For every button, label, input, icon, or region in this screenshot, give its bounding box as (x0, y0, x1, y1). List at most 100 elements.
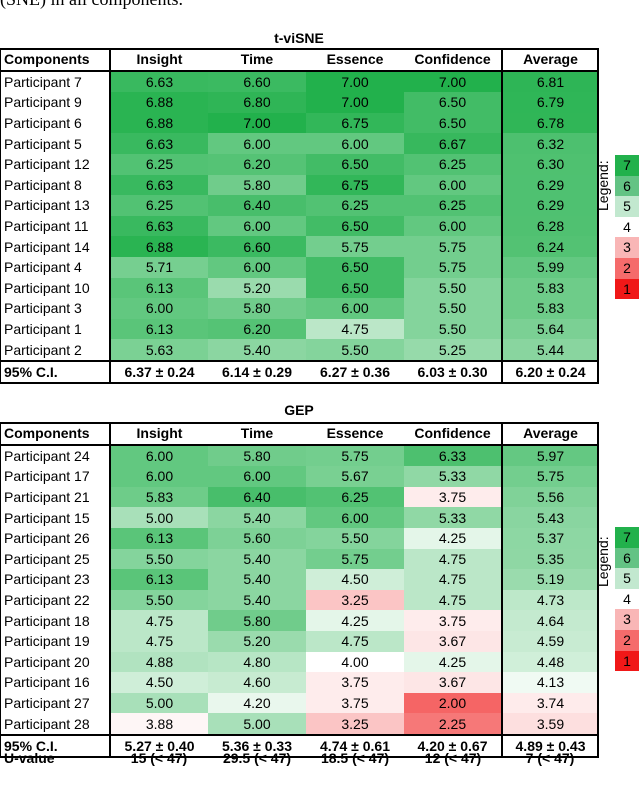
legend-swatch-3: 3 (615, 609, 639, 630)
header-row: Components Insight Time Essence Confidence Av… (0, 423, 598, 446)
score-cell: 6.13 (110, 569, 208, 590)
score-cell: 6.32 (501, 133, 598, 154)
column-header-time: Time (208, 423, 306, 446)
score-cell: 6.50 (306, 277, 404, 299)
score-cell: 4.80 (208, 651, 306, 673)
score-cell: 6.88 (110, 236, 208, 257)
score-cell: 5.44 (501, 339, 598, 361)
score-cell: 5.75 (404, 256, 502, 278)
participant-name: Participant 18 (0, 610, 111, 631)
participant-name: Participant 6 (0, 112, 111, 134)
ci-value: 6.20 ± 0.24 (501, 359, 598, 383)
score-cell: 5.33 (404, 466, 502, 487)
score-cell: 6.00 (404, 174, 502, 196)
table-row: Participant 2 5.63 5.40 5.50 5.25 5.44 (0, 339, 598, 361)
score-cell: 5.43 (501, 507, 598, 528)
table-row: Participant 17 6.00 6.00 5.67 5.33 5.75 (0, 466, 598, 487)
score-cell: 3.75 (306, 672, 404, 693)
score-cell: 5.56 (501, 486, 598, 508)
participant-name: Participant 15 (0, 507, 111, 528)
column-header-essence: Essence (306, 49, 404, 72)
u-value-essence: 18.5 (< 47) (320, 750, 390, 766)
ci-value: 5.36 ± 0.33 (208, 733, 306, 757)
score-cell: 6.50 (306, 256, 404, 278)
table-row: Participant 3 6.00 5.80 6.00 5.50 5.83 (0, 298, 598, 319)
legend-swatch-2: 2 (615, 257, 639, 279)
score-cell: 5.00 (110, 692, 208, 714)
results-table-tvisne: Components Insight Time Essence Confidence Av… (0, 48, 599, 384)
score-cell: 5.75 (501, 466, 598, 487)
score-cell: 4.48 (501, 651, 598, 673)
participant-name: Participant 11 (0, 215, 111, 237)
score-cell: 7.00 (306, 92, 404, 113)
results-table-gep: Components Insight Time Essence Confidence Av… (0, 422, 599, 758)
table-row: Participant 7 6.63 6.60 7.00 7.00 6.81 (0, 70, 598, 93)
score-cell: 6.60 (208, 236, 306, 257)
score-cell: 5.71 (110, 256, 208, 278)
score-cell: 4.64 (501, 610, 598, 631)
score-cell: 6.88 (110, 92, 208, 113)
score-cell: 4.75 (404, 548, 502, 570)
score-cell: 5.50 (404, 298, 502, 319)
score-cell: 3.74 (501, 692, 598, 714)
participant-name: Participant 25 (0, 548, 111, 570)
score-cell: 4.25 (306, 610, 404, 631)
column-header-insight: Insight (110, 49, 208, 72)
legend-label: Legend: (595, 536, 611, 587)
score-cell: 6.00 (404, 215, 502, 237)
score-cell: 5.40 (208, 507, 306, 528)
legend-swatch-2: 2 (615, 629, 639, 651)
participant-name: Participant 13 (0, 195, 111, 216)
score-cell: 6.00 (306, 298, 404, 319)
table-row: Participant 16 4.50 4.60 3.75 3.67 4.13 (0, 672, 598, 693)
table-row: Participant 12 6.25 6.20 6.50 6.25 6.30 (0, 153, 598, 175)
score-cell: 6.28 (501, 215, 598, 237)
participant-name: Participant 16 (0, 672, 111, 693)
score-cell: 6.13 (110, 277, 208, 299)
score-cell: 6.29 (501, 195, 598, 216)
score-cell: 6.50 (404, 112, 502, 134)
table-title-gep: GEP (284, 402, 314, 418)
score-cell: 4.75 (110, 610, 208, 631)
participant-name: Participant 10 (0, 277, 111, 299)
score-cell: 5.19 (501, 569, 598, 590)
table-row: Participant 19 4.75 5.20 4.75 3.67 4.59 (0, 630, 598, 652)
score-cell: 5.80 (208, 298, 306, 319)
table-row: Participant 26 6.13 5.60 5.50 4.25 5.37 (0, 527, 598, 549)
score-cell: 4.75 (404, 569, 502, 590)
score-cell: 5.50 (306, 527, 404, 549)
legend-swatch-4: 4 (615, 216, 639, 238)
score-cell: 6.80 (208, 92, 306, 113)
score-cell: 5.50 (306, 339, 404, 361)
table-row: Participant 14 6.88 6.60 5.75 5.75 6.24 (0, 236, 598, 257)
ci-value: 4.74 ± 0.61 (306, 733, 404, 757)
score-cell: 6.00 (208, 256, 306, 278)
score-cell: 5.40 (208, 548, 306, 570)
legend-swatch-5: 5 (615, 568, 639, 589)
participant-name: Participant 23 (0, 569, 111, 590)
score-cell: 4.50 (110, 672, 208, 693)
score-cell: 4.75 (306, 630, 404, 652)
score-cell: 6.25 (306, 486, 404, 508)
score-cell: 3.75 (404, 486, 502, 508)
table-title-tvisne: t-viSNE (274, 30, 324, 46)
score-cell: 6.00 (306, 133, 404, 154)
score-cell: 6.25 (110, 153, 208, 175)
score-cell: 5.67 (306, 466, 404, 487)
participant-name: Participant 20 (0, 651, 111, 673)
score-cell: 6.30 (501, 153, 598, 175)
score-cell: 5.99 (501, 256, 598, 278)
score-cell: 5.80 (208, 174, 306, 196)
score-cell: 6.20 (208, 318, 306, 340)
score-cell: 6.00 (306, 507, 404, 528)
legend-swatch-6: 6 (615, 547, 639, 569)
legend-swatch-3: 3 (615, 237, 639, 258)
ci-value: 6.37 ± 0.24 (110, 359, 208, 383)
table-row: Participant 25 5.50 5.40 5.75 4.75 5.35 (0, 548, 598, 570)
score-cell: 4.13 (501, 672, 598, 693)
table-row: Participant 6 6.88 7.00 6.75 6.50 6.78 (0, 112, 598, 134)
column-header-components: Components (0, 49, 111, 72)
participant-name: Participant 24 (0, 444, 111, 467)
